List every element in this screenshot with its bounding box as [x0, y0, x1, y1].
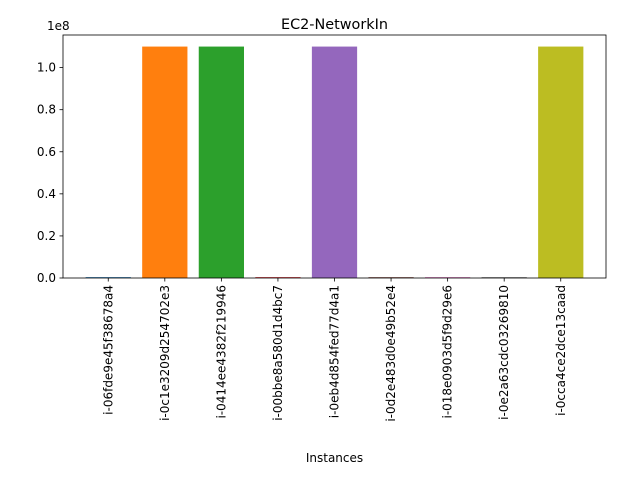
y-tick-label: 0.0	[37, 271, 56, 285]
y-tick-label: 0.4	[37, 187, 56, 201]
bar-series	[85, 46, 584, 279]
bar-i-0e2a63cdc03269810	[481, 277, 527, 278]
y-tick-label: 0.8	[37, 103, 56, 117]
x-tick-label: i-0414ee4382f219946	[214, 285, 228, 419]
bar-i-0cca4ce2dce13caad	[538, 46, 584, 279]
x-tick-label: i-0c1e3209d254702e3	[158, 285, 172, 421]
bar-i-0c1e3209d254702e3	[142, 46, 188, 279]
y-axis-offset-label: 1e8	[47, 19, 70, 33]
bar-i-06fde9e45f38678a4	[85, 277, 131, 278]
x-axis: i-06fde9e45f38678a4 i-0c1e3209d254702e3 i-…	[101, 278, 568, 422]
x-axis-title: Instances	[306, 451, 363, 465]
bar-i-00bbe8a580d1d4bc7	[255, 277, 301, 278]
x-tick-label: i-0d2e483d0e49b52e4	[384, 285, 398, 422]
bar-i-018e0903d5f9d29e6	[425, 277, 471, 278]
x-tick-label: i-0e2a63cdc03269810	[497, 285, 511, 420]
y-tick-label: 0.2	[37, 229, 56, 243]
bar-i-0eb4d854fed77d4a1	[311, 46, 358, 279]
x-tick-label: i-00bbe8a580d1d4bc7	[271, 285, 285, 421]
x-tick-label: i-06fde9e45f38678a4	[101, 285, 115, 415]
bar-i-0414ee4382f219946	[198, 46, 244, 279]
chart-title: EC2-NetworkIn	[281, 17, 388, 33]
x-tick-label: i-0eb4d854fed77d4a1	[328, 285, 342, 418]
x-tick-label: i-0cca4ce2dce13caad	[554, 285, 568, 416]
bar-i-0d2e483d0e49b52e4	[368, 277, 414, 278]
plot-frame	[62, 34, 607, 279]
y-tick-label: 0.6	[37, 145, 56, 159]
y-axis: 0.0 0.2 0.4 0.6 0.8 1.0	[37, 61, 63, 285]
y-tick-label: 1.0	[37, 61, 56, 75]
x-tick-label: i-018e0903d5f9d29e6	[441, 285, 455, 419]
